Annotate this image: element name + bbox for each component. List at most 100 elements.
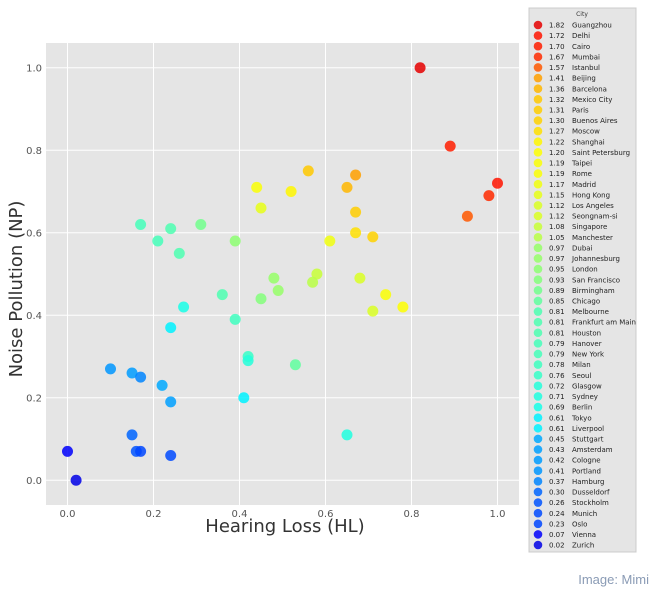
- legend-score: 0.30: [549, 489, 565, 497]
- data-point: [229, 235, 241, 247]
- legend-marker: [533, 508, 543, 518]
- legend-marker: [533, 148, 543, 157]
- legend-score: 0.81: [549, 329, 565, 337]
- legend-marker: [533, 487, 543, 497]
- data-points: [62, 62, 503, 486]
- data-point: [354, 272, 366, 284]
- legend-city: New York: [572, 351, 605, 359]
- legend-score: 1.12: [549, 202, 565, 210]
- x-tick-label: 0.8: [404, 509, 420, 520]
- legend-score: 0.81: [549, 308, 565, 316]
- data-point: [268, 272, 280, 284]
- legend-score: 0.72: [549, 382, 565, 390]
- legend-city: Birmingham: [572, 287, 615, 295]
- legend-score: 1.12: [549, 213, 565, 221]
- legend-city: Istanbul: [572, 64, 600, 72]
- legend-marker: [533, 360, 543, 369]
- legend-city: Munich: [572, 510, 597, 518]
- x-axis-ticks: 0.0 0.2 0.4 0.6 0.8 1.0: [60, 509, 506, 520]
- legend-marker: [533, 126, 543, 136]
- data-point: [251, 181, 263, 193]
- legend-marker: [533, 317, 543, 327]
- legend-marker: [533, 264, 543, 274]
- data-point: [350, 227, 362, 239]
- legend-marker: [533, 392, 543, 401]
- legend-marker: [533, 423, 543, 433]
- legend-score: 0.81: [549, 319, 565, 327]
- legend-city: London: [572, 266, 598, 274]
- data-point: [397, 301, 409, 313]
- data-point: [229, 313, 241, 325]
- data-point: [341, 181, 353, 193]
- data-point: [195, 219, 207, 230]
- legend-city: Dubai: [572, 244, 593, 252]
- legend-score: 0.78: [549, 361, 565, 369]
- legend-marker: [533, 211, 543, 221]
- data-point: [341, 429, 353, 441]
- data-point: [367, 231, 379, 243]
- legend-city: Guangzhou: [572, 22, 612, 30]
- legend-marker: [533, 477, 543, 486]
- legend-score: 0.89: [549, 287, 565, 295]
- legend-city: Milan: [572, 361, 591, 369]
- y-axis-label: Noise Pollution (NP): [6, 201, 27, 378]
- legend-score: 0.43: [549, 446, 565, 454]
- x-tick-label: 0.0: [60, 509, 76, 520]
- legend-marker: [533, 307, 543, 316]
- data-point: [255, 293, 267, 305]
- legend-score: 0.45: [549, 435, 565, 443]
- legend-score: 0.23: [549, 520, 565, 528]
- plot-area: [46, 43, 519, 505]
- legend-marker: [533, 105, 543, 115]
- legend-marker: [533, 328, 543, 338]
- legend-marker: [533, 434, 543, 444]
- legend-city: Singapore: [572, 223, 607, 231]
- data-point: [272, 285, 284, 296]
- legend-city: Vienna: [572, 531, 596, 539]
- legend-marker: [533, 116, 543, 125]
- legend-score: 1.22: [549, 138, 565, 146]
- legend-city: Madrid: [572, 181, 596, 189]
- legend-city: Buenos Aires: [572, 117, 618, 125]
- legend-marker: [533, 381, 543, 391]
- data-point: [414, 62, 426, 74]
- legend-marker: [533, 530, 543, 539]
- data-point: [216, 289, 228, 301]
- legend-city: Hamburg: [572, 478, 604, 486]
- data-point: [238, 392, 250, 404]
- legend-marker: [533, 243, 543, 253]
- data-point: [105, 363, 116, 375]
- legend-city: Seoul: [572, 372, 591, 380]
- legend-marker: [533, 445, 543, 454]
- legend-score: 1.15: [549, 191, 565, 199]
- x-tick-label: 0.2: [146, 509, 162, 520]
- legend-score: 1.17: [549, 181, 565, 189]
- legend-city: Los Angeles: [572, 202, 614, 210]
- legend-score: 1.70: [549, 43, 565, 51]
- legend-marker: [533, 137, 543, 147]
- data-point: [307, 276, 319, 288]
- data-point: [461, 210, 473, 222]
- legend-city: Houston: [572, 329, 601, 337]
- legend-score: 1.72: [549, 32, 565, 40]
- legend-city: Dusseldorf: [572, 489, 610, 497]
- data-point: [350, 206, 362, 218]
- legend-marker: [533, 190, 543, 200]
- legend-city: Paris: [572, 106, 589, 114]
- y-tick-label: 1.0: [26, 63, 42, 74]
- legend-marker: [533, 31, 543, 40]
- legend-marker: [533, 201, 543, 210]
- legend-score: 0.76: [549, 372, 565, 380]
- legend-score: 1.41: [549, 75, 565, 83]
- data-point: [311, 268, 323, 280]
- x-tick-label: 1.0: [490, 509, 506, 520]
- legend-score: 1.31: [549, 106, 565, 114]
- data-point: [324, 235, 336, 247]
- legend-score: 0.93: [549, 276, 565, 284]
- legend-city: Moscow: [572, 128, 600, 136]
- data-point: [126, 367, 138, 379]
- legend-marker: [533, 455, 543, 465]
- legend-marker: [533, 466, 543, 476]
- legend-score: 0.02: [549, 542, 565, 550]
